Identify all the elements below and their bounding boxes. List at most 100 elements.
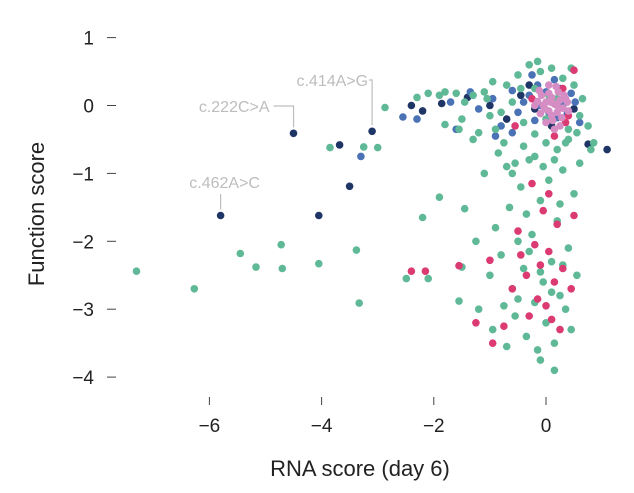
data-point-magenta — [553, 220, 561, 229]
data-point-magenta — [486, 256, 494, 265]
data-point-green — [533, 346, 542, 354]
data-point-blue — [575, 118, 584, 127]
data-point-green — [522, 332, 531, 341]
data-point-green — [517, 183, 525, 191]
data-point-navy — [502, 115, 511, 123]
data-point-green — [584, 122, 592, 130]
data-point-magenta — [514, 227, 522, 235]
data-point-green — [575, 111, 584, 120]
data-point-pink — [563, 98, 572, 106]
data-point-green — [545, 176, 553, 184]
data-point-green — [455, 297, 463, 305]
data-point-green — [559, 74, 567, 83]
data-point-blue — [357, 152, 365, 161]
data-point-green — [536, 268, 545, 276]
data-point-green — [550, 366, 559, 375]
data-point-green — [502, 81, 511, 89]
data-point-green — [355, 299, 364, 307]
data-point-green — [539, 162, 547, 171]
data-point-green — [525, 156, 533, 164]
data-point-navy — [517, 91, 525, 100]
data-point-magenta — [545, 247, 553, 256]
data-point-green — [278, 264, 287, 273]
data-point-blue — [508, 86, 517, 95]
annotation-label: c.414A>G — [296, 73, 368, 90]
data-point-blue — [497, 122, 505, 130]
data-point-navy — [603, 145, 611, 154]
data-point-navy — [368, 127, 376, 136]
data-point-green — [472, 237, 480, 246]
data-point-green — [587, 145, 595, 154]
data-point-blue — [519, 98, 528, 106]
data-point-green — [458, 115, 466, 123]
data-point-blue — [399, 113, 407, 121]
data-point-green — [570, 190, 578, 198]
data-point-green — [236, 249, 245, 258]
data-point-green — [483, 94, 491, 103]
data-point-green — [418, 213, 427, 222]
y-tick-label: 1 — [83, 29, 94, 50]
data-point-green — [435, 91, 444, 100]
data-point-green — [539, 278, 547, 286]
data-point-green — [491, 223, 500, 232]
data-point-blue — [491, 132, 500, 140]
data-point-green — [381, 103, 389, 112]
data-point-green — [277, 240, 286, 249]
data-point-green — [424, 274, 433, 283]
data-point-green — [570, 81, 578, 89]
data-point-green — [252, 263, 260, 271]
data-point-green — [486, 271, 494, 280]
data-point-pink — [552, 82, 560, 91]
data-point-blue — [528, 71, 536, 79]
data-point-green — [522, 210, 531, 218]
data-point-navy — [407, 101, 416, 110]
data-point-green — [326, 143, 334, 152]
data-point-green — [359, 143, 368, 151]
data-point-green — [494, 149, 503, 157]
data-point-blue — [446, 98, 455, 106]
data-point-magenta — [556, 325, 564, 334]
annotation-leader — [273, 105, 295, 128]
data-point-green — [533, 57, 542, 66]
data-point-green — [460, 98, 469, 106]
data-point-green — [519, 142, 528, 150]
y-axis: 1 0 −1 −2 −3 −4 — [72, 29, 116, 389]
data-point-green — [488, 325, 497, 334]
data-point-green — [514, 295, 522, 303]
data-point-green — [517, 84, 525, 93]
data-point-green — [424, 89, 433, 98]
data-point-magenta — [550, 278, 559, 286]
data-point-green — [561, 305, 570, 314]
data-point-pink — [547, 111, 556, 120]
data-point-pink — [556, 122, 564, 130]
data-point-magenta — [528, 179, 536, 188]
data-point-green — [497, 108, 505, 117]
data-point-green — [508, 98, 517, 106]
data-point-magenta — [559, 264, 567, 273]
data-point-magenta — [531, 240, 539, 249]
data-point-pink — [535, 86, 544, 95]
data-point-green — [511, 312, 519, 320]
data-point-blue — [508, 128, 517, 137]
data-point-blue — [514, 108, 522, 117]
data-point-green — [455, 125, 463, 134]
data-point-magenta — [570, 211, 578, 220]
data-point-pink — [546, 98, 555, 106]
data-point-green — [536, 67, 545, 76]
data-point-magenta — [407, 267, 416, 276]
data-point-pink — [553, 101, 561, 110]
annotations: c.414A>G c.222C>A c.462A>C — [189, 73, 373, 210]
data-point-blue — [571, 98, 579, 106]
data-point-magenta — [570, 66, 578, 74]
data-point-blue — [567, 89, 575, 98]
data-point-green — [469, 135, 477, 144]
data-point-green — [575, 159, 584, 167]
data-point-green — [550, 339, 559, 348]
data-point-green — [573, 128, 581, 137]
data-point-magenta — [455, 261, 463, 270]
data-point-green — [315, 259, 323, 268]
annotation-leader — [369, 79, 373, 126]
data-point-magenta — [525, 312, 533, 320]
data-point-green — [519, 118, 528, 127]
y-tick-label: −1 — [72, 164, 94, 185]
